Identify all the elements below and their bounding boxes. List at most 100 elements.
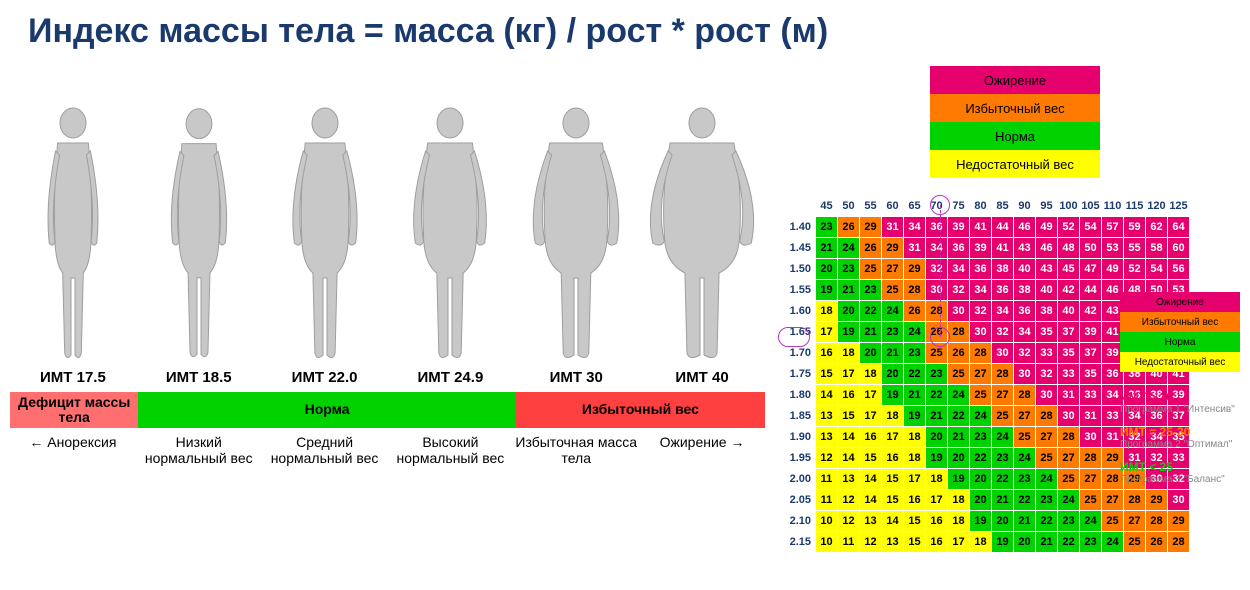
bmi-cell: 15 bbox=[882, 469, 904, 490]
bmi-cell: 23 bbox=[882, 322, 904, 343]
bmi-cell: 18 bbox=[860, 364, 882, 385]
bmi-cell: 10 bbox=[816, 511, 838, 532]
bmi-cell: 30 bbox=[970, 322, 992, 343]
bmi-value-label: ИМТ 30 bbox=[550, 369, 603, 386]
bmi-cell: 32 bbox=[1036, 364, 1058, 385]
bmi-cell: 23 bbox=[1080, 532, 1102, 553]
bmi-cell: 36 bbox=[970, 259, 992, 280]
legend-side-item: Норма bbox=[1120, 332, 1240, 352]
bmi-sub-label: Среднийнормальный вес bbox=[262, 434, 388, 466]
bmi-sub-label: Высокийнормальный вес bbox=[387, 434, 513, 466]
programs-list: ИМТ > 30Программа 1 "Интенсив"ИМТ = 25-3… bbox=[1120, 390, 1240, 485]
bmi-cell: 17 bbox=[838, 364, 860, 385]
right-block: ОжирениеИзбыточный весНормаНедостаточный… bbox=[780, 66, 1240, 553]
bmi-cell: 24 bbox=[992, 427, 1014, 448]
weight-header: 50 bbox=[838, 196, 860, 217]
bmi-cell: 12 bbox=[838, 490, 860, 511]
bmi-cell: 36 bbox=[1014, 301, 1036, 322]
bmi-cell: 23 bbox=[970, 427, 992, 448]
bmi-cell: 42 bbox=[1058, 280, 1080, 301]
bmi-cell: 19 bbox=[838, 322, 860, 343]
weight-header: 55 bbox=[860, 196, 882, 217]
bmi-cell: 46 bbox=[1014, 217, 1036, 238]
bmi-cell: 14 bbox=[882, 511, 904, 532]
bmi-cell: 24 bbox=[1036, 469, 1058, 490]
bmi-cell: 40 bbox=[1014, 259, 1036, 280]
bmi-cell: 23 bbox=[1058, 511, 1080, 532]
bmi-cell: 21 bbox=[904, 385, 926, 406]
bmi-cell: 56 bbox=[1168, 259, 1190, 280]
bmi-cell: 60 bbox=[1168, 238, 1190, 259]
body-figure-row: ИМТ 17.5 ИМТ 18.5 ИМТ 22.0 ИМТ 24.9 ИМТ bbox=[10, 86, 765, 386]
weight-header: 75 bbox=[948, 196, 970, 217]
bmi-cell: 37 bbox=[1080, 343, 1102, 364]
bmi-cell: 21 bbox=[926, 406, 948, 427]
bmi-cell: 19 bbox=[904, 406, 926, 427]
height-header: 2.15 bbox=[780, 532, 816, 553]
bmi-cell: 21 bbox=[948, 427, 970, 448]
bmi-cell: 23 bbox=[860, 280, 882, 301]
bmi-cell: 24 bbox=[882, 301, 904, 322]
bmi-cell: 24 bbox=[1014, 448, 1036, 469]
bmi-cell: 17 bbox=[904, 469, 926, 490]
bmi-cell: 28 bbox=[1146, 511, 1168, 532]
bmi-cell: 31 bbox=[904, 238, 926, 259]
bmi-cell: 15 bbox=[838, 406, 860, 427]
bmi-cell: 25 bbox=[1080, 490, 1102, 511]
body-figure: ИМТ 17.5 bbox=[10, 103, 136, 386]
bmi-cell: 27 bbox=[1036, 427, 1058, 448]
bmi-cell: 21 bbox=[860, 322, 882, 343]
bmi-cell: 14 bbox=[838, 448, 860, 469]
bmi-cell: 25 bbox=[882, 280, 904, 301]
weight-header: 90 bbox=[1014, 196, 1036, 217]
bmi-cell: 21 bbox=[816, 238, 838, 259]
weight-header: 100 bbox=[1058, 196, 1080, 217]
bmi-cell: 31 bbox=[1058, 385, 1080, 406]
bmi-cell: 30 bbox=[1058, 406, 1080, 427]
bmi-cell: 17 bbox=[926, 490, 948, 511]
bmi-cell: 36 bbox=[948, 238, 970, 259]
bmi-cell: 46 bbox=[1036, 238, 1058, 259]
bmi-cell: 30 bbox=[1014, 364, 1036, 385]
bmi-cell: 15 bbox=[816, 364, 838, 385]
bmi-cell: 49 bbox=[1102, 259, 1124, 280]
bmi-cell: 38 bbox=[1014, 280, 1036, 301]
bmi-cell: 11 bbox=[816, 490, 838, 511]
bmi-cell: 16 bbox=[816, 343, 838, 364]
weight-header: 60 bbox=[882, 196, 904, 217]
bmi-cell: 26 bbox=[1146, 532, 1168, 553]
bmi-cell: 41 bbox=[992, 238, 1014, 259]
bmi-cell: 27 bbox=[1124, 511, 1146, 532]
bmi-cell: 39 bbox=[948, 217, 970, 238]
bmi-cell: 20 bbox=[926, 427, 948, 448]
bmi-cell: 30 bbox=[1080, 427, 1102, 448]
bmi-cell: 49 bbox=[1036, 217, 1058, 238]
bmi-cell: 18 bbox=[948, 511, 970, 532]
bmi-cell: 34 bbox=[926, 238, 948, 259]
legend-item: Норма bbox=[930, 122, 1100, 150]
bmi-cell: 41 bbox=[970, 217, 992, 238]
bmi-cell: 19 bbox=[970, 511, 992, 532]
bmi-cell: 15 bbox=[882, 490, 904, 511]
weight-header: 120 bbox=[1146, 196, 1168, 217]
bmi-cell: 36 bbox=[926, 217, 948, 238]
height-header: 1.55 bbox=[780, 280, 816, 301]
bmi-cell: 42 bbox=[1080, 301, 1102, 322]
weight-header: 45 bbox=[816, 196, 838, 217]
bmi-cell: 24 bbox=[948, 385, 970, 406]
bmi-value-label: ИМТ 17.5 bbox=[40, 369, 106, 386]
body-figure: ИМТ 18.5 bbox=[136, 103, 262, 386]
height-header: 1.65 bbox=[780, 322, 816, 343]
bmi-cell: 18 bbox=[970, 532, 992, 553]
bmi-cell: 23 bbox=[1036, 490, 1058, 511]
bmi-cell: 25 bbox=[992, 406, 1014, 427]
bmi-cell: 26 bbox=[948, 343, 970, 364]
bmi-cell: 26 bbox=[926, 322, 948, 343]
bmi-cell: 21 bbox=[838, 280, 860, 301]
bmi-cell: 26 bbox=[904, 301, 926, 322]
bmi-cell: 29 bbox=[860, 217, 882, 238]
bmi-cell: 28 bbox=[1168, 532, 1190, 553]
bmi-cell: 32 bbox=[948, 280, 970, 301]
bmi-cell: 34 bbox=[992, 301, 1014, 322]
bmi-cell: 11 bbox=[816, 469, 838, 490]
